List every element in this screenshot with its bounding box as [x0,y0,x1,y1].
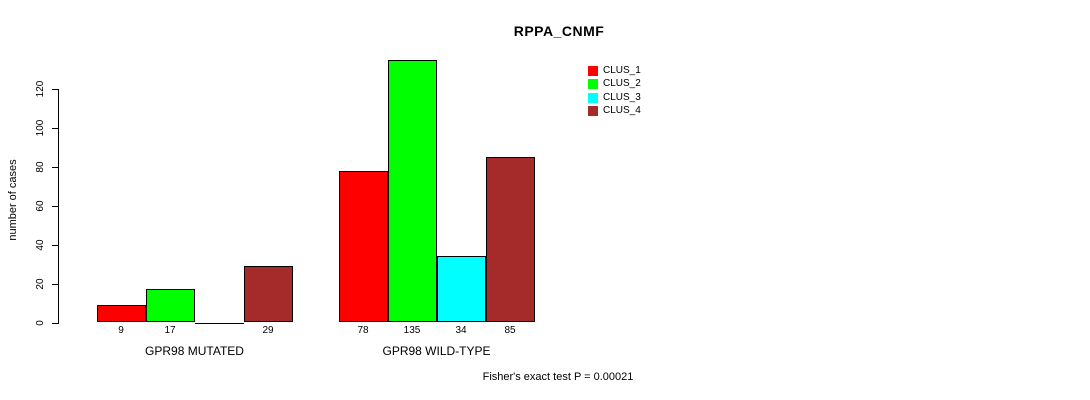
fisher-test-annotation: Fisher's exact test P = 0.00021 [482,371,634,383]
bar-clus_1-group1 [96,305,146,323]
category-label: GPR98 MUTATED [145,344,244,358]
y-axis-tick [52,205,59,207]
y-axis-title: number of cases [7,159,19,241]
y-tick-label: 20 [35,278,46,290]
bar-value-label: 135 [403,325,421,336]
chart-title: RPPA_CNMF [513,23,605,39]
bar-clus_4-group1 [243,266,293,323]
legend-item-clus3: CLUS_3 [588,91,641,105]
clus1-color-swatch [588,65,598,76]
bar-value-label: 17 [164,325,176,336]
legend: CLUS_1 CLUS_2 CLUS_3 CLUS_4 [588,64,641,118]
legend-item-clus1: CLUS_1 [588,64,641,78]
legend-item-clus4: CLUS_4 [588,105,641,119]
legend-item-label: CLUS_2 [603,78,641,90]
bar-clus_1-group2 [338,170,388,323]
bar-value-label: 29 [262,325,274,336]
legend-item-clus2: CLUS_2 [588,78,641,92]
category-label: GPR98 WILD-TYPE [382,344,491,358]
bar-value-label: 34 [455,325,467,336]
legend-item-label: CLUS_3 [603,91,641,103]
bar-value-label: 85 [504,325,516,336]
bar-value-label: 78 [357,325,369,336]
clus4-color-swatch [588,106,598,117]
clus2-color-swatch [588,79,598,90]
legend-item-label: CLUS_1 [603,64,641,76]
y-axis-tick [52,283,59,285]
bar-value-label: 9 [118,325,124,336]
bar-clus_4-group2 [485,157,535,323]
y-axis-tick [52,322,59,324]
bar-clus_2-group2 [387,60,437,323]
y-axis-tick [52,167,59,169]
y-tick-label: 40 [35,239,46,251]
legend-item-label: CLUS_4 [603,105,641,117]
y-tick-label: 100 [35,119,46,137]
y-tick-label: 80 [35,161,46,173]
y-tick-label: 60 [35,200,46,212]
bar-clus_3-group2 [436,256,486,323]
bar-clus_2-group1 [145,289,195,323]
bar-clus_3-group1-zero [194,322,244,324]
y-axis-tick [52,89,59,91]
y-axis-tick [52,244,59,246]
clus3-color-swatch [588,92,598,103]
y-tick-label: 120 [35,81,46,98]
y-tick-label: 0 [35,319,46,326]
y-axis-tick [52,128,59,130]
